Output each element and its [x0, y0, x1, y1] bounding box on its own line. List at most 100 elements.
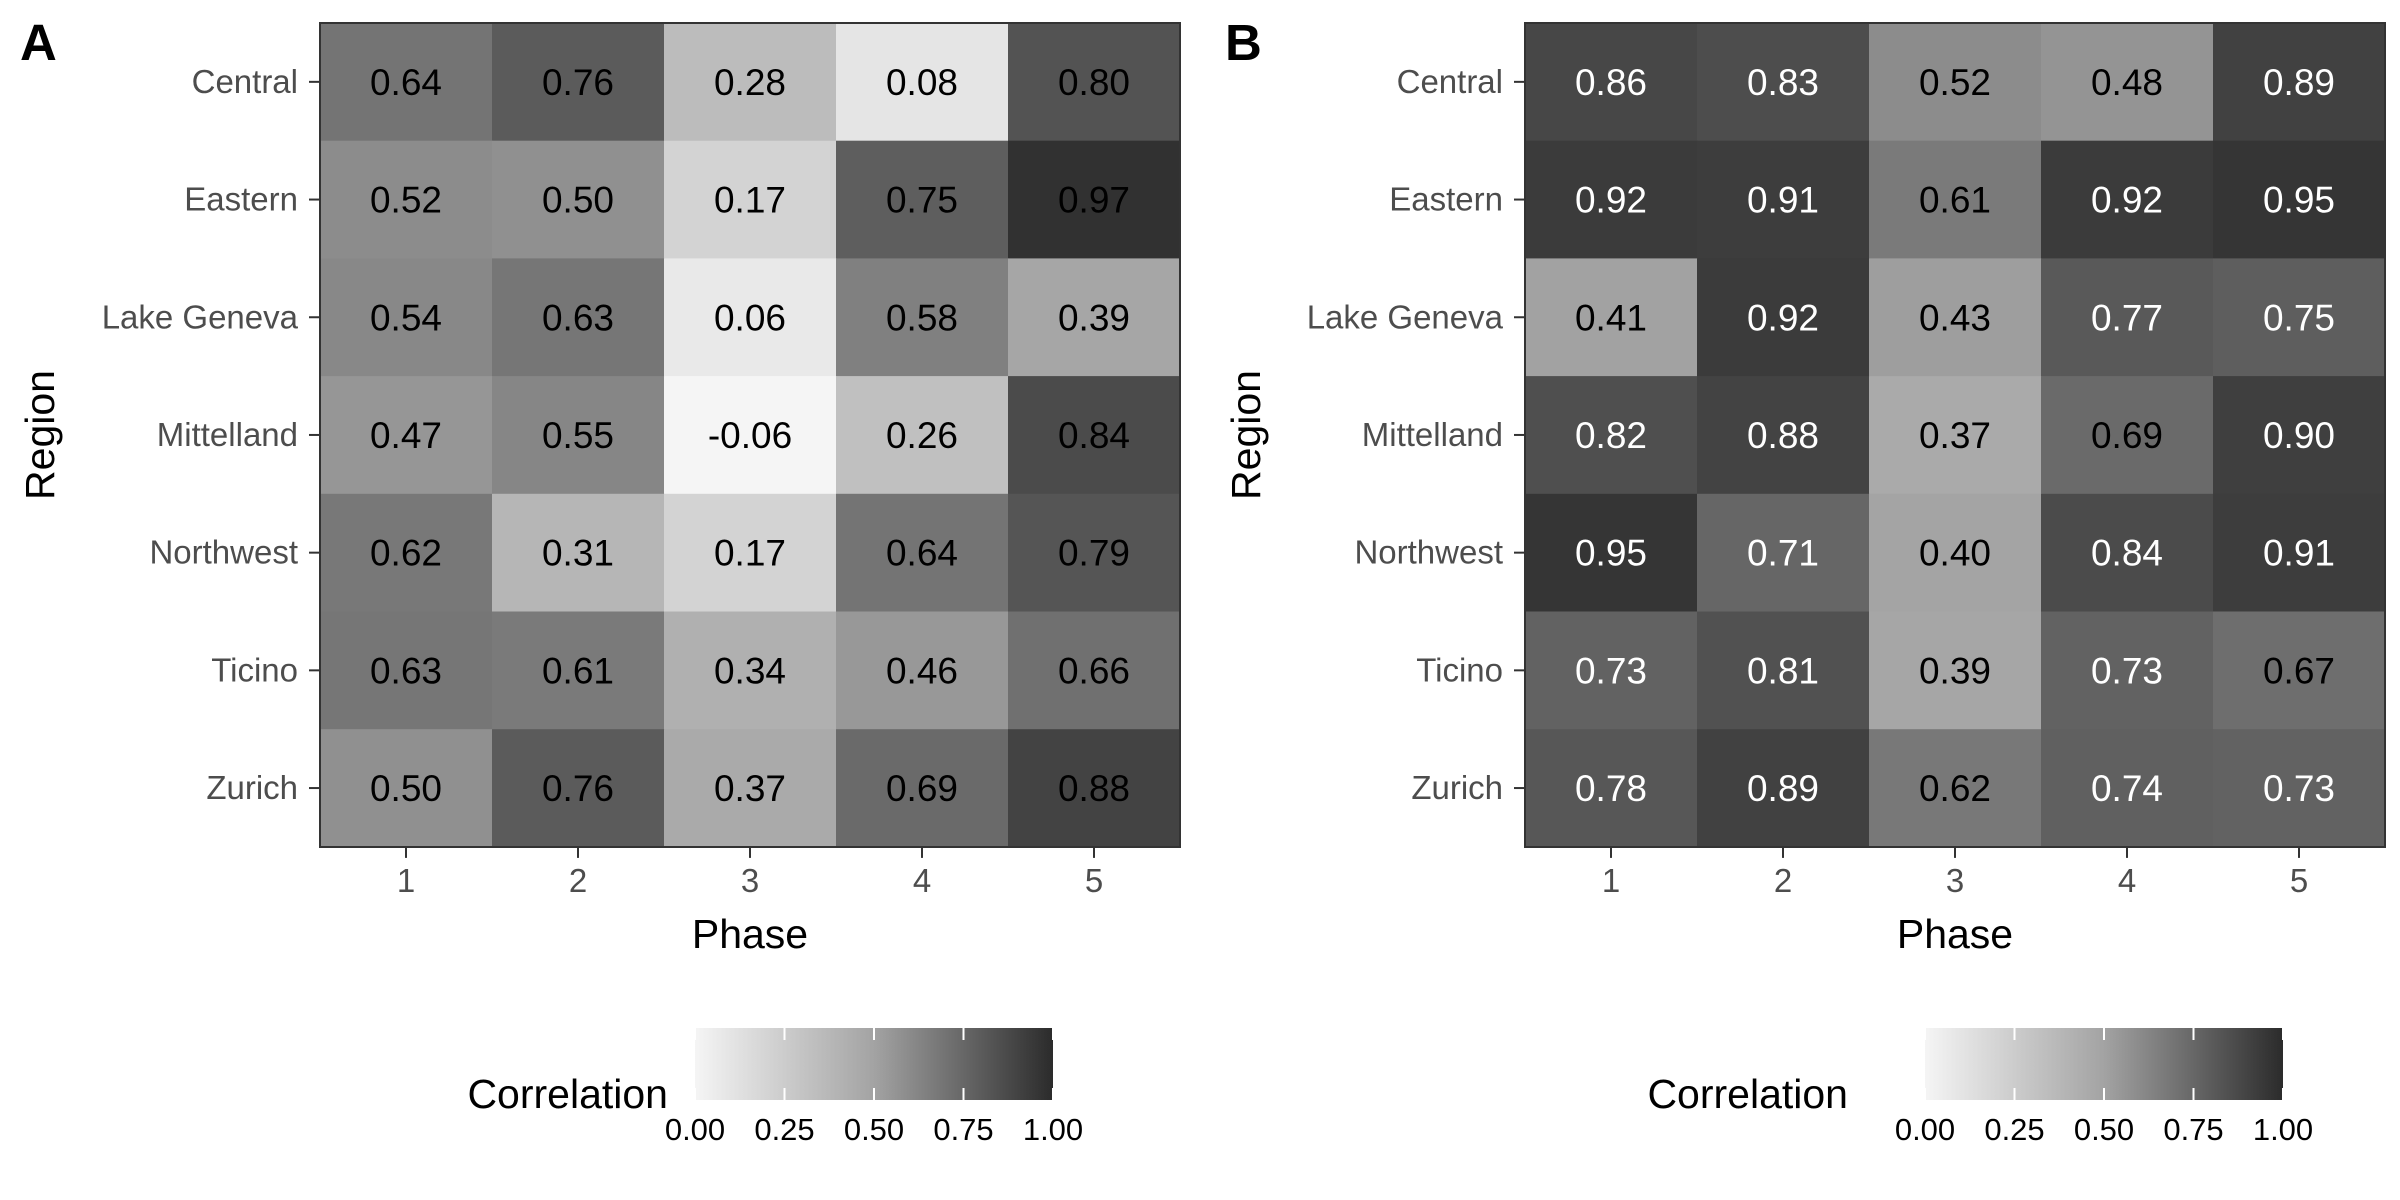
panel-a-cell-zurich-phase-5 — [1008, 729, 1181, 848]
panel-a-cell-ticino-phase-5 — [1008, 611, 1181, 730]
panel-b-cell-label-northwest-phase-3: 0.40 — [1919, 533, 1991, 574]
panel-a-cell-eastern-phase-5 — [1008, 140, 1181, 259]
panel-a-y-tick-label-central: Central — [192, 63, 298, 100]
panel-a-cell-northwest-phase-4 — [836, 493, 1009, 612]
panel-b-cell-central-phase-3 — [1869, 23, 2042, 142]
panel-b-cell-label-lake-geneva-phase-5: 0.75 — [2263, 297, 2335, 338]
panel-a-x-axis-title: Phase — [692, 911, 808, 957]
panel-b-legend-label-2: 0.50 — [2074, 1112, 2134, 1147]
panel-b-cell-ticino-phase-4 — [2041, 611, 2214, 730]
panel-b-cell-label-ticino-phase-4: 0.73 — [2091, 650, 2163, 691]
panel-a-cell-mittelland-phase-4 — [836, 376, 1009, 495]
panel-b-cell-northwest-phase-4 — [2041, 493, 2214, 612]
panel-a-legend-ticks: 0.00 0.25 0.50 0.75 1.00 — [665, 1028, 1083, 1147]
panel-a-cell-mittelland-phase-3 — [664, 376, 837, 495]
panel-a-cell-central-phase-4 — [836, 23, 1009, 142]
panel-a-y-axis: Central Eastern Lake Geneva Mittelland North… — [102, 63, 320, 806]
panel-b-cell-label-northwest-phase-5: 0.91 — [2263, 533, 2335, 574]
panel-a-cell-label-zurich-phase-2: 0.76 — [542, 768, 614, 809]
panel-b-cell-label-central-phase-1: 0.86 — [1575, 62, 1647, 103]
panel-b-cell-northwest-phase-3 — [1869, 493, 2042, 612]
panel-a-cell-label-lake-geneva-phase-3: 0.06 — [714, 297, 786, 338]
panel-b-cell-label-northwest-phase-2: 0.71 — [1747, 533, 1819, 574]
panel-a-cell-label-northwest-phase-4: 0.64 — [886, 533, 958, 574]
panel-a-cells: 0.64 0.76 0.28 0.08 0.80 0.52 0.50 0.17 0.75 0.97… — [320, 23, 1181, 848]
panel-b-cell-northwest-phase-5 — [2213, 493, 2386, 612]
panel-b-cell-ticino-phase-5 — [2213, 611, 2386, 730]
panel-a-cell-mittelland-phase-5 — [1008, 376, 1181, 495]
panel-a-cell-lake-geneva-phase-5 — [1008, 258, 1181, 377]
panel-b-cell-zurich-phase-1 — [1525, 729, 1698, 848]
panel-b-cell-lake-geneva-phase-5 — [2213, 258, 2386, 377]
panel-a-y-tick-label-northwest: Northwest — [149, 534, 298, 571]
panel-a-cell-mittelland-phase-1 — [320, 376, 493, 495]
panel-b-cell-label-central-phase-4: 0.48 — [2091, 62, 2163, 103]
panel-a-y-tick-label-zurich: Zurich — [206, 769, 298, 806]
panel-a-cell-northwest-phase-2 — [492, 493, 665, 612]
panel-a-cell-zurich-phase-2 — [492, 729, 665, 848]
panel-b-cell-label-mittelland-phase-5: 0.90 — [2263, 415, 2335, 456]
panel-b-cell-label-mittelland-phase-3: 0.37 — [1919, 415, 1991, 456]
panel-b-y-tick-label-mittelland: Mittelland — [1362, 416, 1503, 453]
panel-a-cell-zurich-phase-1 — [320, 729, 493, 848]
panel-a-cell-ticino-phase-1 — [320, 611, 493, 730]
panel-a-cell-northwest-phase-1 — [320, 493, 493, 612]
panel-a-cell-northwest-phase-5 — [1008, 493, 1181, 612]
panel-b-cell-eastern-phase-3 — [1869, 140, 2042, 259]
panel-a-cell-ticino-phase-2 — [492, 611, 665, 730]
panel-b-cell-label-lake-geneva-phase-3: 0.43 — [1919, 297, 1991, 338]
panel-b-cells: 0.86 0.83 0.52 0.48 0.89 0.92 0.91 0.61 0.92 0.95… — [1525, 23, 2386, 848]
panel-b-legend-ticks: 0.00 0.25 0.50 0.75 1.00 — [1895, 1028, 2313, 1147]
panel-a-cell-label-mittelland-phase-5: 0.84 — [1058, 415, 1130, 456]
panel-b-cell-zurich-phase-3 — [1869, 729, 2042, 848]
panel-b-cell-mittelland-phase-3 — [1869, 376, 2042, 495]
panel-b-legend-label-3: 0.75 — [2163, 1112, 2223, 1147]
panel-b-cell-central-phase-5 — [2213, 23, 2386, 142]
panel-a-cell-label-ticino-phase-1: 0.63 — [370, 650, 442, 691]
panel-b-legend-label-1: 0.25 — [1984, 1112, 2044, 1147]
panel-a-cell-label-zurich-phase-5: 0.88 — [1058, 768, 1130, 809]
panel-b-x-tick-label-1: 1 — [1602, 862, 1620, 899]
panel-a-cell-label-zurich-phase-4: 0.69 — [886, 768, 958, 809]
panel-b-y-axis-title: Region — [1223, 370, 1269, 500]
panel-b-cell-lake-geneva-phase-3 — [1869, 258, 2042, 377]
panel-b-cell-label-ticino-phase-3: 0.39 — [1919, 650, 1991, 691]
panel-a-cell-label-eastern-phase-4: 0.75 — [886, 180, 958, 221]
panel-a-cell-label-ticino-phase-3: 0.34 — [714, 650, 786, 691]
panel-b-cell-label-zurich-phase-1: 0.78 — [1575, 768, 1647, 809]
panel-b-y-tick-label-ticino: Ticino — [1416, 651, 1503, 688]
panel-a-cell-label-lake-geneva-phase-5: 0.39 — [1058, 297, 1130, 338]
panel-b-cell-label-zurich-phase-2: 0.89 — [1747, 768, 1819, 809]
panel-a-cell-central-phase-1 — [320, 23, 493, 142]
panel-a-cell-zurich-phase-3 — [664, 729, 837, 848]
panel-a-cell-label-central-phase-5: 0.80 — [1058, 62, 1130, 103]
panel-a-legend-label-0: 0.00 — [665, 1112, 725, 1147]
panel-a-cell-label-lake-geneva-phase-1: 0.54 — [370, 297, 442, 338]
panel-a-cell-label-mittelland-phase-4: 0.26 — [886, 415, 958, 456]
panel-a-legend: Correlation 0.00 0.25 0.50 0.75 1.00 — [467, 1028, 1083, 1147]
panel-a-label: A — [20, 14, 57, 71]
panel-b-cell-ticino-phase-2 — [1697, 611, 1870, 730]
panel-b-cell-lake-geneva-phase-2 — [1697, 258, 1870, 377]
panel-a-cell-label-lake-geneva-phase-4: 0.58 — [886, 297, 958, 338]
panel-b-x-axis-title: Phase — [1897, 911, 2013, 957]
panel-b-cell-label-ticino-phase-5: 0.67 — [2263, 650, 2335, 691]
panel-a-cell-label-lake-geneva-phase-2: 0.63 — [542, 297, 614, 338]
panel-a-cell-ticino-phase-4 — [836, 611, 1009, 730]
panel-a-cell-eastern-phase-1 — [320, 140, 493, 259]
panel-a-cell-label-mittelland-phase-2: 0.55 — [542, 415, 614, 456]
panel-a-cell-label-central-phase-1: 0.64 — [370, 62, 442, 103]
panel-b-cell-label-eastern-phase-4: 0.92 — [2091, 180, 2163, 221]
panel-a-cell-label-eastern-phase-1: 0.52 — [370, 180, 442, 221]
panel-b-cell-central-phase-2 — [1697, 23, 1870, 142]
panel-a-cell-label-mittelland-phase-3: -0.06 — [708, 415, 792, 456]
panel-b-cell-central-phase-1 — [1525, 23, 1698, 142]
panel-b-y-tick-label-central: Central — [1397, 63, 1503, 100]
panel-a-cell-label-central-phase-4: 0.08 — [886, 62, 958, 103]
panel-a-cell-northwest-phase-3 — [664, 493, 837, 612]
panel-b-cell-label-ticino-phase-1: 0.73 — [1575, 650, 1647, 691]
panel-b-y-tick-label-eastern: Eastern — [1389, 181, 1503, 218]
panel-b-cell-lake-geneva-phase-1 — [1525, 258, 1698, 377]
panel-b-cell-label-lake-geneva-phase-2: 0.92 — [1747, 297, 1819, 338]
